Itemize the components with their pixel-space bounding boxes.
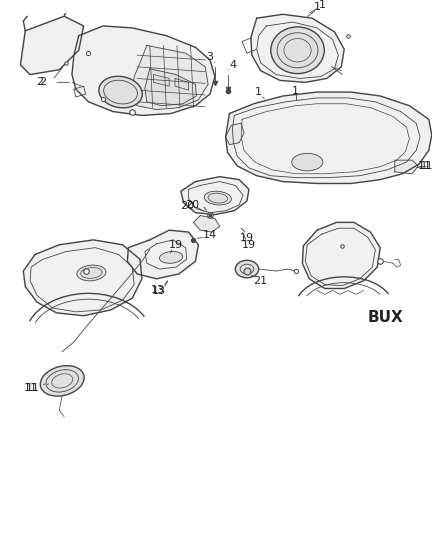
- Ellipse shape: [204, 191, 231, 205]
- Ellipse shape: [77, 265, 106, 281]
- Text: 13: 13: [151, 286, 165, 295]
- Ellipse shape: [271, 27, 324, 74]
- Text: 11: 11: [24, 383, 38, 393]
- Polygon shape: [127, 230, 198, 279]
- Text: BUX: BUX: [367, 310, 403, 325]
- Text: 11: 11: [26, 383, 40, 393]
- Text: 3: 3: [207, 52, 214, 62]
- Text: 1: 1: [318, 0, 325, 10]
- Polygon shape: [21, 16, 84, 75]
- Text: 19: 19: [242, 240, 256, 250]
- Polygon shape: [181, 176, 249, 215]
- Ellipse shape: [235, 260, 259, 278]
- Polygon shape: [226, 123, 244, 144]
- Text: 20: 20: [185, 200, 200, 210]
- Polygon shape: [132, 45, 208, 110]
- Ellipse shape: [99, 76, 142, 108]
- Polygon shape: [395, 160, 418, 174]
- Text: 21: 21: [254, 276, 268, 286]
- Text: 19: 19: [240, 233, 254, 243]
- Text: 11: 11: [421, 161, 434, 171]
- Text: 11: 11: [418, 161, 432, 171]
- Text: 20: 20: [180, 201, 194, 211]
- Text: 1: 1: [255, 87, 262, 97]
- Polygon shape: [251, 14, 344, 83]
- Polygon shape: [72, 26, 215, 116]
- Ellipse shape: [159, 252, 183, 263]
- Polygon shape: [302, 222, 380, 288]
- Text: 19: 19: [169, 240, 183, 250]
- Polygon shape: [23, 240, 142, 316]
- Text: 14: 14: [203, 230, 217, 240]
- Polygon shape: [145, 69, 196, 106]
- Text: 1: 1: [292, 86, 299, 96]
- Ellipse shape: [40, 366, 84, 396]
- Text: 2: 2: [39, 77, 46, 87]
- Text: 4: 4: [230, 60, 237, 70]
- Text: 1: 1: [314, 2, 321, 12]
- Ellipse shape: [292, 154, 323, 171]
- Polygon shape: [226, 92, 432, 183]
- Text: 2: 2: [36, 77, 43, 87]
- Text: 13: 13: [152, 286, 166, 296]
- Polygon shape: [194, 215, 220, 232]
